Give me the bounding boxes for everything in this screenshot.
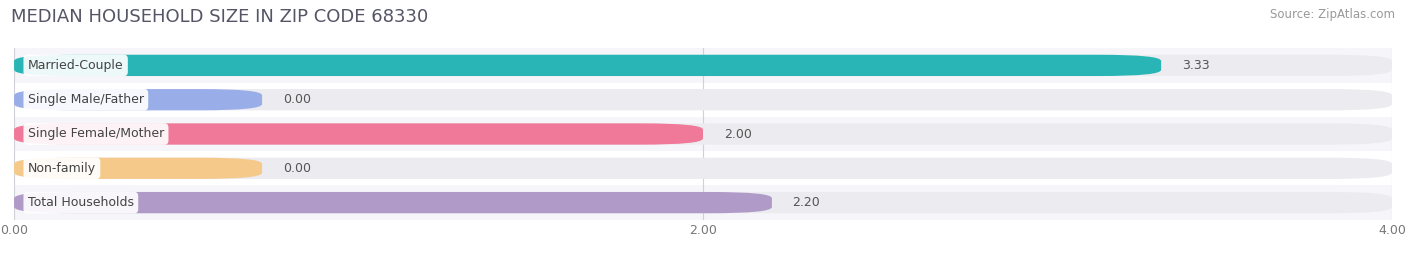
Bar — [14, 117, 1392, 151]
Text: 2.00: 2.00 — [724, 128, 752, 140]
Text: Source: ZipAtlas.com: Source: ZipAtlas.com — [1270, 8, 1395, 21]
Text: Married-Couple: Married-Couple — [28, 59, 124, 72]
Text: 0.00: 0.00 — [283, 162, 311, 175]
Text: 3.33: 3.33 — [1182, 59, 1209, 72]
Text: 2.20: 2.20 — [793, 196, 820, 209]
Bar — [14, 151, 1392, 185]
FancyBboxPatch shape — [14, 55, 1161, 76]
FancyBboxPatch shape — [14, 192, 1392, 213]
FancyBboxPatch shape — [14, 158, 262, 179]
Text: Non-family: Non-family — [28, 162, 96, 175]
FancyBboxPatch shape — [14, 89, 1392, 110]
FancyBboxPatch shape — [14, 55, 1392, 76]
FancyBboxPatch shape — [14, 89, 262, 110]
Text: Total Households: Total Households — [28, 196, 134, 209]
FancyBboxPatch shape — [14, 158, 1392, 179]
Text: Single Male/Father: Single Male/Father — [28, 93, 143, 106]
Text: 0.00: 0.00 — [283, 93, 311, 106]
Text: Single Female/Mother: Single Female/Mother — [28, 128, 165, 140]
Text: MEDIAN HOUSEHOLD SIZE IN ZIP CODE 68330: MEDIAN HOUSEHOLD SIZE IN ZIP CODE 68330 — [11, 8, 429, 26]
FancyBboxPatch shape — [14, 192, 772, 213]
FancyBboxPatch shape — [14, 123, 1392, 145]
Bar — [14, 48, 1392, 83]
Bar — [14, 185, 1392, 220]
FancyBboxPatch shape — [14, 123, 703, 145]
Bar — [14, 83, 1392, 117]
